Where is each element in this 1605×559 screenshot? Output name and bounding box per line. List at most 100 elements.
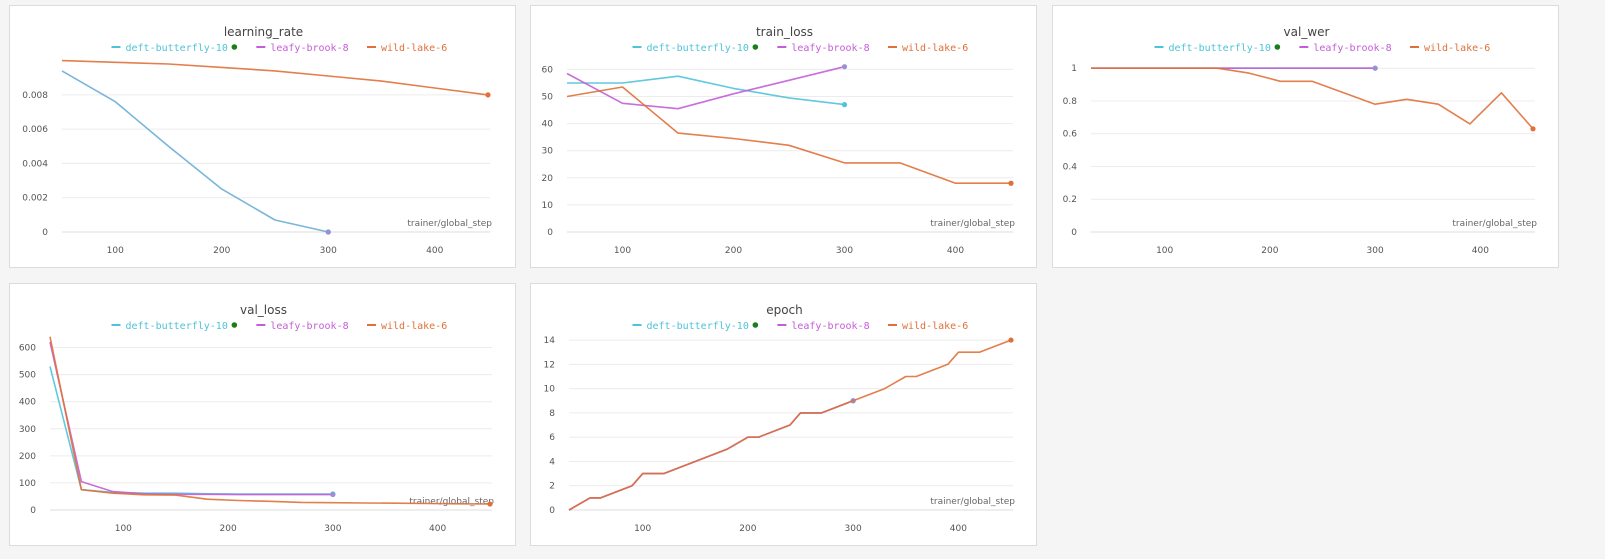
- series-line-wild-lake-6[interactable]: [566, 86, 1011, 184]
- legend-label: wild-lake-6: [1424, 43, 1490, 54]
- series-line-leafy-brook-8[interactable]: [49, 341, 333, 496]
- y-tick-label: 0: [42, 228, 48, 238]
- y-tick-label: 1: [1071, 64, 1077, 74]
- series-endpoint-leafy-brook-8[interactable]: [841, 64, 848, 70]
- y-tick-label: 0.002: [22, 194, 48, 204]
- legend-item-deft-butterfly-10[interactable]: deft-butterfly-10: [632, 43, 759, 54]
- y-tick-label: 0.8: [1063, 97, 1078, 107]
- legend-label: deft-butterfly-10: [647, 321, 749, 332]
- series-line-wild-lake-6[interactable]: [1091, 67, 1534, 130]
- y-tick-label: 10: [544, 385, 556, 395]
- y-tick-label: 100: [19, 479, 36, 489]
- x-tick-label: 400: [429, 524, 446, 534]
- y-tick-label: 8: [549, 409, 555, 419]
- chart-title: val_loss: [240, 303, 287, 317]
- run-active-dot-icon: [231, 322, 238, 328]
- y-tick-label: 500: [19, 371, 36, 381]
- x-tick-label: 300: [845, 524, 862, 534]
- legend-item-wild-lake-6[interactable]: wild-lake-6: [1410, 43, 1490, 54]
- legend-item-wild-lake-6[interactable]: wild-lake-6: [367, 43, 447, 54]
- y-tick-label: 0.008: [22, 91, 48, 101]
- x-axis-label: trainer/global_step: [407, 219, 492, 229]
- series-line-deft-butterfly-10[interactable]: [49, 366, 333, 495]
- y-tick-label: 400: [19, 398, 36, 408]
- y-tick-label: 0: [1071, 228, 1077, 238]
- series-endpoint-leafy-brook-8[interactable]: [325, 229, 331, 235]
- x-tick-label: 300: [836, 246, 853, 256]
- series-endpoint-leafy-brook-8[interactable]: [330, 491, 336, 498]
- legend-label: leafy-brook-8: [1313, 43, 1391, 54]
- legend-label: deft-butterfly-10: [647, 43, 749, 54]
- chart-svg-epoch: epoch deft-butterfly-10 leafy-brook-8 wild-…: [544, 303, 1016, 534]
- y-tick-label: 6: [549, 433, 555, 443]
- chart-panel-val-wer[interactable]: val_wer deft-butterfly-10 leafy-brook-8 wil…: [1052, 5, 1559, 268]
- series-endpoint-wild-lake-6[interactable]: [1008, 337, 1014, 343]
- chart-svg-val-loss: val_loss deft-butterfly-10 leafy-brook-8 wi…: [19, 303, 494, 534]
- series-line-wild-lake-6[interactable]: [49, 336, 491, 505]
- chart-title: val_wer: [1284, 25, 1330, 39]
- y-tick-label: 200: [19, 452, 36, 462]
- x-tick-label: 300: [324, 524, 341, 534]
- y-tick-label: 0: [30, 506, 36, 516]
- chart-title: train_loss: [756, 25, 813, 39]
- series-line-wild-lake-6[interactable]: [61, 59, 489, 96]
- x-tick-label: 400: [1472, 246, 1489, 256]
- series-line-leafy-brook-8[interactable]: [566, 65, 845, 110]
- chart-svg-train-loss: train_loss deft-butterfly-10 leafy-brook-8…: [542, 25, 1016, 256]
- legend-label: wild-lake-6: [381, 43, 447, 54]
- legend-item-leafy-brook-8[interactable]: leafy-brook-8: [777, 321, 870, 332]
- chart-panel-val-loss[interactable]: val_loss deft-butterfly-10 leafy-brook-8 wi…: [9, 283, 516, 546]
- legend-label: wild-lake-6: [381, 321, 447, 332]
- series-endpoint-deft-butterfly-10[interactable]: [841, 102, 848, 108]
- y-tick-label: 0.2: [1063, 195, 1077, 205]
- legend-item-deft-butterfly-10[interactable]: deft-butterfly-10: [632, 321, 759, 332]
- legend-item-leafy-brook-8[interactable]: leafy-brook-8: [1299, 43, 1392, 54]
- y-tick-label: 2: [549, 482, 555, 492]
- legend-label: deft-butterfly-10: [126, 43, 228, 54]
- x-axis-label: trainer/global_step: [409, 497, 494, 507]
- series-line-wild-lake-6[interactable]: [568, 339, 1012, 511]
- legend-item-deft-butterfly-10[interactable]: deft-butterfly-10: [111, 43, 238, 54]
- legend-item-leafy-brook-8[interactable]: leafy-brook-8: [256, 321, 349, 332]
- series-line-deft-butterfly-10[interactable]: [567, 75, 845, 106]
- y-tick-label: 12: [544, 360, 555, 370]
- legend-label: deft-butterfly-10: [1169, 43, 1271, 54]
- series-endpoint-wild-lake-6[interactable]: [485, 92, 491, 98]
- series-endpoint-leafy-brook-8[interactable]: [1372, 65, 1378, 71]
- chart-panel-train-loss[interactable]: train_loss deft-butterfly-10 leafy-brook-8…: [530, 5, 1037, 268]
- legend-item-deft-butterfly-10[interactable]: deft-butterfly-10: [111, 321, 238, 332]
- x-tick-label: 200: [725, 246, 742, 256]
- y-tick-label: 300: [19, 425, 36, 435]
- chart-svg-val-wer: val_wer deft-butterfly-10 leafy-brook-8 wil…: [1063, 25, 1538, 256]
- series-endpoint-wild-lake-6[interactable]: [1530, 126, 1536, 132]
- legend-item-wild-lake-6[interactable]: wild-lake-6: [367, 321, 447, 332]
- x-tick-label: 300: [320, 246, 337, 256]
- legend-label: leafy-brook-8: [791, 321, 869, 332]
- y-tick-label: 0: [547, 228, 553, 238]
- y-tick-label: 60: [542, 65, 554, 75]
- y-tick-label: 0.006: [22, 125, 48, 135]
- y-tick-label: 600: [19, 344, 36, 354]
- legend-item-leafy-brook-8[interactable]: leafy-brook-8: [777, 43, 870, 54]
- y-tick-label: 0.4: [1063, 162, 1078, 172]
- legend-item-leafy-brook-8[interactable]: leafy-brook-8: [256, 43, 349, 54]
- legend-label: leafy-brook-8: [791, 43, 869, 54]
- legend-label: wild-lake-6: [902, 321, 968, 332]
- run-active-dot-icon: [752, 322, 759, 328]
- series-line-deft-butterfly-10[interactable]: [61, 70, 329, 233]
- legend-item-deft-butterfly-10[interactable]: deft-butterfly-10: [1154, 43, 1281, 54]
- y-tick-label: 0.004: [22, 159, 48, 169]
- series-endpoint-wild-lake-6[interactable]: [487, 501, 493, 507]
- x-tick-label: 100: [1156, 246, 1173, 256]
- x-tick-label: 200: [213, 246, 230, 256]
- legend-label: deft-butterfly-10: [126, 321, 228, 332]
- x-tick-label: 200: [220, 524, 237, 534]
- chart-panel-learning-rate[interactable]: learning_rate deft-butterfly-10 leafy-broo…: [9, 5, 516, 268]
- legend-item-wild-lake-6[interactable]: wild-lake-6: [888, 321, 968, 332]
- y-tick-label: 0.6: [1063, 130, 1078, 140]
- legend-item-wild-lake-6[interactable]: wild-lake-6: [888, 43, 968, 54]
- chart-panel-epoch[interactable]: epoch deft-butterfly-10 leafy-brook-8 wild-…: [530, 283, 1037, 546]
- series-endpoint-wild-lake-6[interactable]: [1008, 180, 1014, 186]
- y-tick-label: 50: [542, 93, 554, 103]
- y-tick-label: 40: [542, 120, 554, 130]
